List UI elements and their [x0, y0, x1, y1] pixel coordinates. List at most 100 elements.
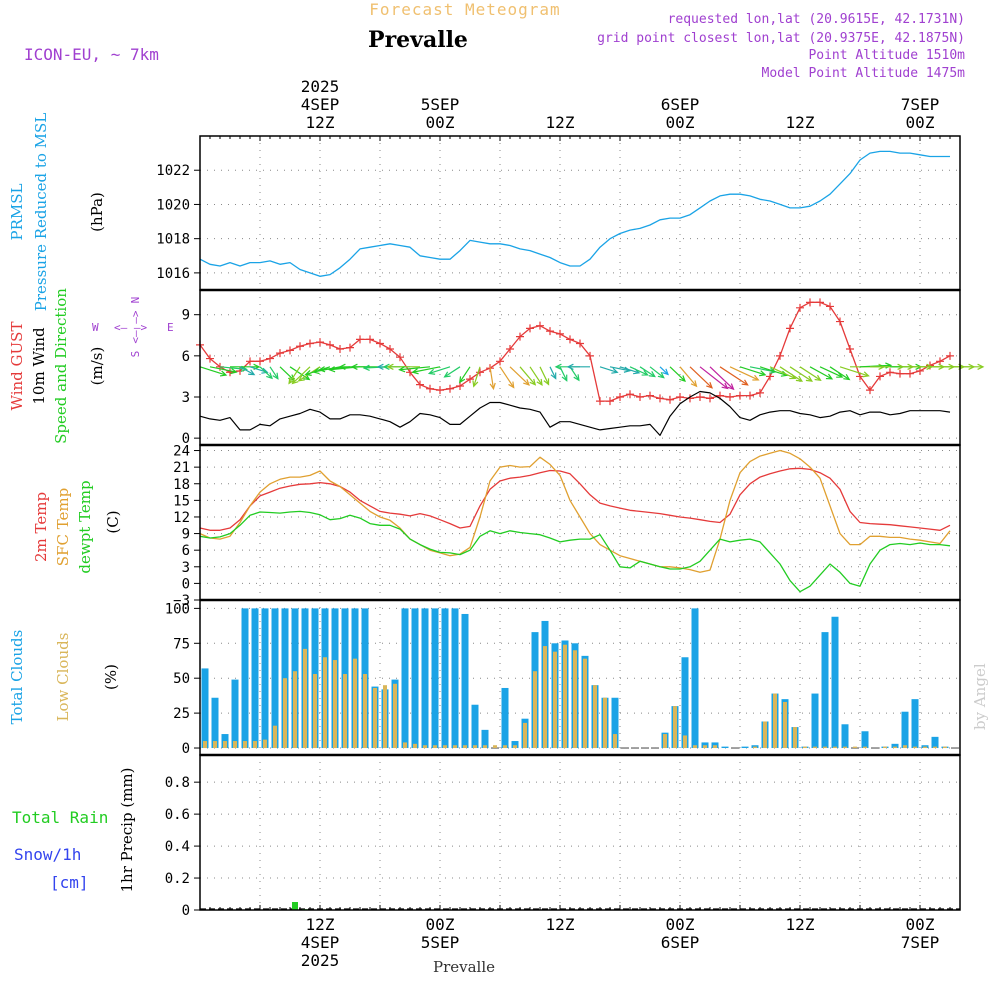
- time-label-bottom: 12Z: [306, 915, 335, 934]
- low-cloud-bar: [313, 674, 317, 749]
- total-cloud-bar: [441, 608, 449, 749]
- gust-line: [199, 301, 951, 402]
- wind-arrow: [269, 366, 279, 380]
- time-label-top: 2025: [301, 77, 340, 96]
- low-cloud-bar: [883, 746, 887, 749]
- gust-marker: [736, 391, 744, 400]
- wind-arrow-head: [566, 363, 574, 370]
- low-cloud-bar: [713, 745, 717, 749]
- wind-arrow-head: [328, 366, 336, 373]
- total-cloud-bar: [231, 679, 239, 749]
- total-cloud-bar: [511, 741, 519, 749]
- wind-arrow-head: [362, 364, 370, 371]
- gust-marker: [496, 357, 504, 366]
- y-tick-label: 0.8: [165, 775, 190, 791]
- wind-arrow: [839, 366, 869, 377]
- low-cloud-bar: [943, 746, 947, 749]
- y-tick-label: 50: [173, 671, 190, 687]
- wind-arrow-head: [662, 368, 669, 376]
- y-tick-label: −3: [173, 593, 190, 609]
- wind-arrow-head: [338, 363, 346, 370]
- gust-marker: [376, 339, 384, 348]
- wind-arrow-head: [508, 381, 515, 389]
- wind-arrow-head: [721, 382, 729, 390]
- gust-marker: [576, 339, 584, 348]
- wind-speed-line: [199, 390, 951, 436]
- low-cloud-bar: [823, 746, 827, 749]
- wind-arrow-head: [219, 370, 228, 377]
- low-cloud-bar: [533, 671, 537, 749]
- low-cloud-bar: [923, 746, 927, 749]
- total-cloud-bar: [431, 608, 439, 749]
- wind-arrow-head: [843, 374, 851, 381]
- wind-arrow: [289, 366, 310, 380]
- time-label-top: 00Z: [426, 113, 455, 132]
- panel-frame: [199, 289, 961, 446]
- wind-arrow-head: [318, 366, 326, 373]
- y-tick-label: 0.2: [165, 871, 190, 887]
- total-cloud-bar: [411, 608, 419, 749]
- compass-west: W: [92, 321, 99, 334]
- total-cloud-bar: [421, 608, 429, 749]
- gust-marker: [666, 395, 674, 404]
- low-cloud-bar: [853, 746, 857, 749]
- panel-label-temp: SFC Temp: [54, 488, 72, 566]
- total-cloud-bar: [201, 668, 209, 749]
- y-tick-label: 0.6: [165, 807, 190, 823]
- wind-arrow: [259, 366, 273, 379]
- low-cloud-bar: [233, 741, 237, 749]
- total-cloud-bar: [841, 724, 849, 749]
- gust-marker: [896, 369, 904, 378]
- wind-arrow-head: [304, 369, 312, 376]
- low-cloud-bar: [493, 745, 497, 749]
- y-tick-label: 0.4: [165, 839, 190, 855]
- y-tick-label: 0: [182, 431, 190, 447]
- gust-marker: [866, 386, 874, 395]
- low-cloud-bar: [933, 746, 937, 749]
- wind-arrow: [239, 366, 255, 376]
- gust-marker: [916, 366, 924, 375]
- y-tick-label: 21: [173, 460, 190, 476]
- legend-total-rain: Total Rain: [12, 808, 108, 827]
- panel-label-unit: (%): [102, 664, 120, 690]
- wind-arrow: [749, 366, 776, 373]
- compass-north: N: [129, 297, 142, 304]
- wind-arrow-head: [386, 363, 394, 370]
- wind-arrow: [829, 366, 850, 380]
- gust-marker: [206, 354, 214, 363]
- gust-marker: [886, 368, 894, 377]
- low-cloud-bar: [413, 743, 417, 749]
- wind-arrow: [549, 366, 557, 379]
- watermark: by Angel: [971, 663, 989, 730]
- gust-marker: [696, 392, 704, 401]
- low-cloud-bar: [253, 741, 257, 749]
- wind-arrow-head: [312, 367, 320, 375]
- wind-arrow: [292, 366, 311, 384]
- wind-arrow: [729, 366, 759, 381]
- gust-marker: [396, 353, 404, 362]
- time-label-bottom: 2025: [301, 951, 340, 970]
- wind-arrow-head: [759, 370, 767, 377]
- time-label-bottom: 12Z: [546, 915, 575, 934]
- total-cloud-bar: [821, 632, 829, 749]
- wind-arrow-head: [382, 363, 390, 370]
- low-cloud-bar: [903, 745, 907, 749]
- low-cloud-bar: [813, 746, 817, 749]
- low-cloud-bar: [393, 683, 397, 749]
- panel-label-wind: Speed and Direction: [52, 288, 70, 444]
- legend-snow: Snow/1h: [14, 845, 81, 864]
- wind-arrow-head: [543, 378, 550, 386]
- wind-arrow: [473, 366, 481, 387]
- total-cloud-bar: [461, 613, 469, 749]
- y-tick-label: 1020: [156, 197, 190, 213]
- temp-sfc-line: [199, 449, 951, 573]
- wind-arrow: [444, 366, 461, 378]
- gust-marker: [816, 298, 824, 307]
- gust-marker: [336, 344, 344, 353]
- gust-marker: [366, 335, 374, 344]
- low-cloud-bar: [383, 685, 387, 749]
- wind-arrow-head: [836, 372, 844, 378]
- wind-arrow-head: [573, 374, 580, 382]
- model-point-altitude: Model Point Altitude 1475m: [762, 66, 966, 81]
